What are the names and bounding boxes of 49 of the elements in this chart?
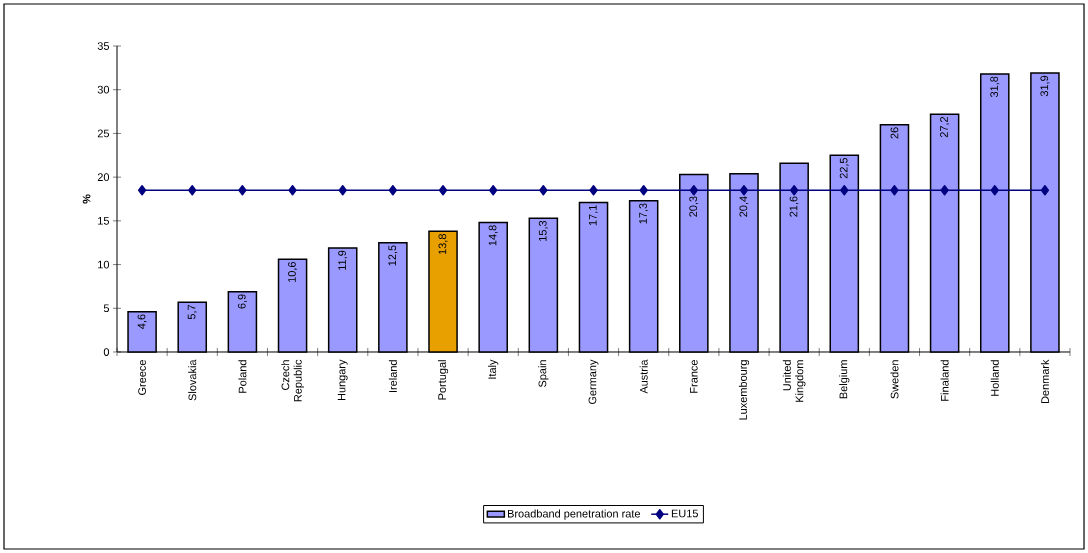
x-tick-label: Portugal — [437, 360, 449, 400]
data-label: 21,6 — [789, 196, 799, 217]
data-label: 31,8 — [990, 76, 1000, 98]
data-label: 11,9 — [338, 250, 348, 270]
data-label: 14,8 — [488, 225, 498, 246]
x-tick-label: Belgium — [839, 360, 850, 399]
x-tick-label: Greece — [138, 360, 146, 395]
x-tick-label: Ireland — [388, 360, 397, 393]
x-tick-label: Spain — [538, 360, 549, 388]
data-label: 22,5 — [839, 157, 849, 179]
y-tick-label: 10 — [98, 260, 110, 269]
x-tick-label: Austria — [639, 359, 648, 394]
y-tick-label: 15 — [98, 217, 110, 225]
data-label: 17,3 — [639, 203, 649, 224]
x-tick-label: Holland — [990, 360, 999, 396]
x-tick-label: Denmark — [1040, 359, 1049, 404]
x-tick-label: Germany — [588, 359, 599, 405]
x-tick-label: Slovakia — [188, 359, 197, 401]
y-tick-label: 25 — [97, 129, 110, 138]
y-axis-title: % — [82, 194, 91, 204]
x-tick-label: Hungary — [337, 359, 348, 401]
x-tick-label: France — [690, 360, 698, 393]
data-label: 13,8 — [438, 234, 448, 255]
legend-label: Broadband penetration rate — [508, 509, 641, 520]
data-label: 10,6 — [288, 262, 298, 283]
x-tick-label: Finaland — [940, 360, 949, 401]
data-label: 26 — [890, 127, 899, 139]
x-tick-label: United Kingdom — [782, 360, 806, 402]
x-tick-label: Poland — [238, 360, 247, 393]
data-label: 17,1 — [589, 205, 598, 226]
data-label: 4,6 — [137, 314, 147, 329]
data-label: 20,4 — [739, 196, 749, 217]
data-label: 5,7 — [187, 304, 197, 320]
legend-label: EU15 — [671, 509, 698, 518]
data-label: 20,3 — [689, 196, 699, 217]
x-tick-label: Sweden — [890, 360, 899, 399]
data-label: 15,3 — [538, 220, 548, 241]
y-tick-label: 30 — [97, 85, 110, 94]
y-tick-label: 35 — [97, 42, 110, 50]
data-label: 12,5 — [388, 245, 398, 266]
data-label: 27,2 — [940, 116, 950, 138]
data-label: 6,9 — [237, 294, 247, 309]
x-tick-label: Czech Republic — [281, 359, 304, 402]
data-label: 31,9 — [1040, 75, 1050, 97]
x-tick-label: Italy — [488, 359, 499, 379]
y-tick-label: 0 — [103, 348, 110, 356]
x-tick-label: Luxembourg — [738, 360, 750, 420]
y-tick-label: 5 — [103, 304, 110, 313]
y-tick-label: 20 — [97, 173, 110, 182]
